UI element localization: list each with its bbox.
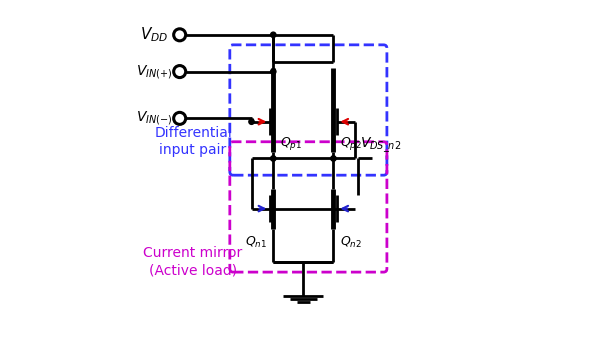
Circle shape — [271, 32, 276, 37]
Text: $V_{IN(+)}$: $V_{IN(+)}$ — [136, 63, 173, 81]
Text: $V_{DD}$: $V_{DD}$ — [140, 26, 168, 44]
Text: Differential
input pair: Differential input pair — [154, 126, 232, 157]
Text: $V_{DS\_n2}$: $V_{DS\_n2}$ — [360, 136, 401, 155]
Text: $Q_{n1}$: $Q_{n1}$ — [245, 235, 267, 250]
Text: $Q_{p1}$: $Q_{p1}$ — [280, 135, 302, 152]
Circle shape — [271, 156, 276, 161]
Text: $Q_{n2}$: $Q_{n2}$ — [340, 235, 362, 250]
Text: $V_{IN(-)}$: $V_{IN(-)}$ — [136, 110, 173, 127]
Text: $Q_{p2}$: $Q_{p2}$ — [340, 135, 362, 152]
Text: Current mirror
(Active load): Current mirror (Active load) — [143, 246, 242, 278]
Circle shape — [331, 156, 336, 161]
Circle shape — [271, 69, 276, 74]
Circle shape — [249, 119, 254, 124]
